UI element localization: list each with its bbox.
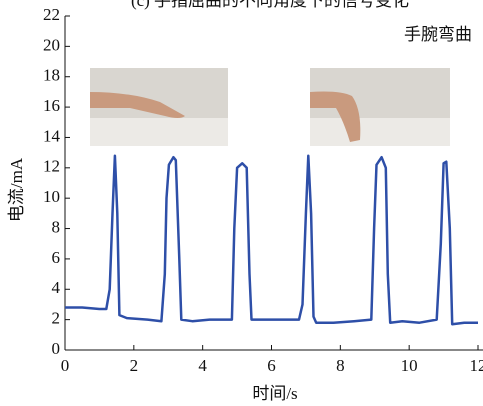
y-tick-label: 18 [43, 66, 60, 85]
x-axis-label: 时间/s [252, 384, 297, 403]
y-tick-label: 0 [52, 339, 61, 358]
y-tick-label: 6 [52, 248, 61, 267]
y-tick-label: 10 [43, 187, 60, 206]
x-tick-label: 12 [470, 356, 483, 375]
x-tick-label: 6 [267, 356, 276, 375]
y-tick-label: 2 [52, 309, 61, 328]
y-tick-label: 14 [43, 126, 61, 145]
x-tick-label: 0 [61, 356, 70, 375]
y-tick-label: 16 [43, 96, 60, 115]
y-tick-label: 12 [43, 157, 60, 176]
y-tick-label: 4 [52, 278, 61, 297]
x-tick-label: 4 [198, 356, 207, 375]
x-tick-label: 2 [130, 356, 139, 375]
y-tick-label: 8 [52, 217, 61, 236]
annotation: 手腕弯曲 [404, 25, 472, 44]
y-tick-label: 20 [43, 35, 60, 54]
x-tick-label: 8 [336, 356, 345, 375]
chart-title: (c) 手指屈曲的不同角度下的信号变化 [131, 0, 409, 10]
y-tick-label: 22 [43, 5, 60, 24]
y-axis-label: 电流/mA [7, 157, 26, 222]
x-tick-label: 10 [401, 356, 418, 375]
photo-left [90, 68, 228, 146]
photo-right [310, 68, 450, 146]
data-line [65, 154, 478, 326]
